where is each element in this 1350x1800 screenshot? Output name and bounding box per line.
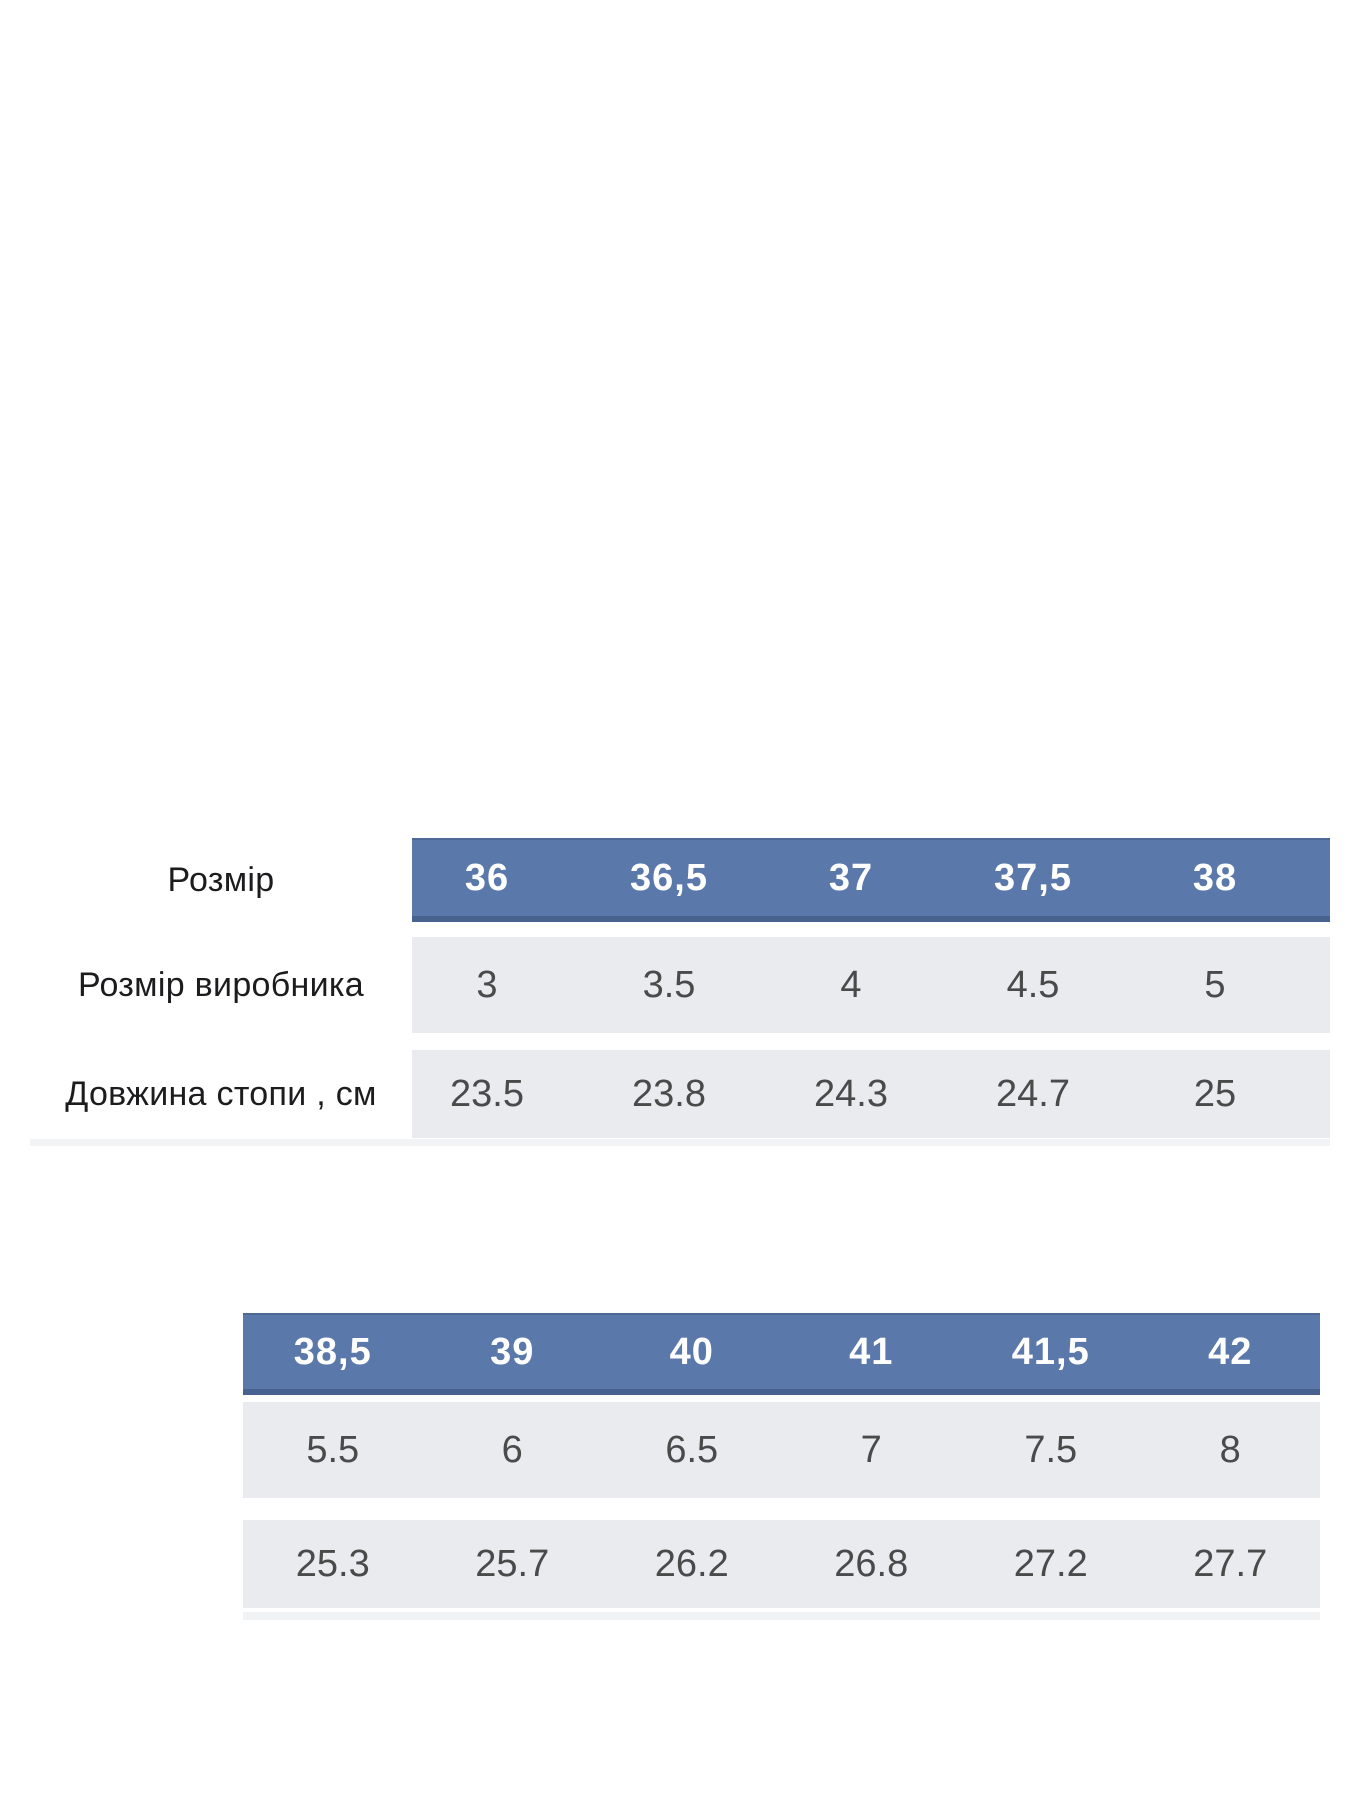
table1-bottom-fade [30, 1139, 1330, 1146]
manufacturer-size-cell: 7 [860, 1428, 882, 1471]
foot-length-cell: 24.7 [996, 1072, 1070, 1115]
table2-foot-length-cells: 25.3 25.7 26.2 26.8 27.2 27.7 [243, 1520, 1320, 1608]
size-header-cell: 42 [1208, 1330, 1253, 1373]
size-header-cell: 38,5 [293, 1330, 372, 1373]
foot-length-cell: 25.3 [295, 1542, 370, 1585]
foot-length-cell: 23.5 [450, 1072, 524, 1115]
manufacturer-size-cell: 5 [1204, 963, 1226, 1006]
size-header-cell: 37 [828, 856, 874, 899]
table2-bottom-fade [243, 1612, 1320, 1620]
size-header-cell: 39 [490, 1330, 535, 1373]
foot-length-cell: 27.2 [1013, 1542, 1088, 1585]
table2-manufacturer-cells: 5.5 6 6.5 7 7.5 8 [243, 1402, 1320, 1498]
size-header-cell: 36 [464, 856, 510, 899]
manufacturer-size-cell: 5.5 [306, 1428, 360, 1471]
foot-length-cell: 27.7 [1193, 1542, 1268, 1585]
table1-manufacturer-size-row: 3 3.5 4 4.5 5 [412, 937, 1330, 1033]
row-label-foot-length: Довжина стопи , см [65, 1074, 377, 1113]
manufacturer-size-cell: 6.5 [665, 1428, 719, 1471]
table2-header-cells: 38,5 39 40 41 41,5 42 [243, 1315, 1320, 1389]
table1-foot-length-row: 23.5 23.8 24.3 24.7 25 [412, 1050, 1330, 1138]
size-header-cell: 37,5 [994, 856, 1072, 899]
row-label-size: Розмір [167, 860, 275, 899]
size-header-cell: 41 [849, 1330, 894, 1373]
size-header-cell: 41,5 [1011, 1330, 1090, 1373]
foot-length-cell: 26.2 [654, 1542, 729, 1585]
foot-length-cell: 25 [1193, 1072, 1237, 1115]
size-header-cell: 40 [669, 1330, 714, 1373]
manufacturer-size-cell: 7.5 [1024, 1428, 1078, 1471]
table1-foot-length-cells: 23.5 23.8 24.3 24.7 25 [396, 1050, 1306, 1138]
table1-size-header-row: 36 36,5 37 37,5 38 [412, 838, 1330, 922]
table2-size-header-row: 38,5 39 40 41 41,5 42 [243, 1313, 1320, 1395]
manufacturer-size-cell: 3.5 [642, 963, 696, 1006]
table1-header-cells: 36 36,5 37 37,5 38 [396, 840, 1306, 916]
manufacturer-size-cell: 4 [840, 963, 862, 1006]
manufacturer-size-cell: 6 [501, 1428, 523, 1471]
table2-foot-length-row: 25.3 25.7 26.2 26.8 27.2 27.7 [243, 1520, 1320, 1608]
table2-manufacturer-size-row: 5.5 6 6.5 7 7.5 8 [243, 1402, 1320, 1498]
manufacturer-size-cell: 4.5 [1006, 963, 1060, 1006]
manufacturer-size-cell: 3 [476, 963, 498, 1006]
table1-manufacturer-cells: 3 3.5 4 4.5 5 [396, 937, 1306, 1033]
size-header-cell: 38 [1192, 856, 1238, 899]
size-header-cell: 36,5 [630, 856, 708, 899]
manufacturer-size-cell: 8 [1219, 1428, 1241, 1471]
foot-length-cell: 24.3 [814, 1072, 888, 1115]
foot-length-cell: 25.7 [475, 1542, 550, 1585]
foot-length-cell: 23.8 [632, 1072, 706, 1115]
foot-length-cell: 26.8 [834, 1542, 909, 1585]
row-label-manufacturer-size: Розмір виробника [77, 965, 365, 1004]
